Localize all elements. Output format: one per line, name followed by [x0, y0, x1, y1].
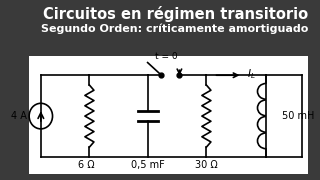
Text: 50 mH: 50 mH — [282, 111, 314, 121]
Text: Circuitos en régimen transitorio: Circuitos en régimen transitorio — [43, 6, 308, 22]
Text: t = 0: t = 0 — [155, 52, 178, 61]
Bar — [29, 56, 308, 174]
Text: 0,5 mF: 0,5 mF — [131, 160, 165, 170]
Text: 30 Ω: 30 Ω — [195, 160, 218, 170]
Text: Segundo Orden: críticamente amortiguado: Segundo Orden: críticamente amortiguado — [41, 23, 308, 33]
Text: 4 A: 4 A — [11, 111, 27, 121]
Text: $I_L$: $I_L$ — [247, 67, 256, 81]
Text: 6 Ω: 6 Ω — [78, 160, 95, 170]
